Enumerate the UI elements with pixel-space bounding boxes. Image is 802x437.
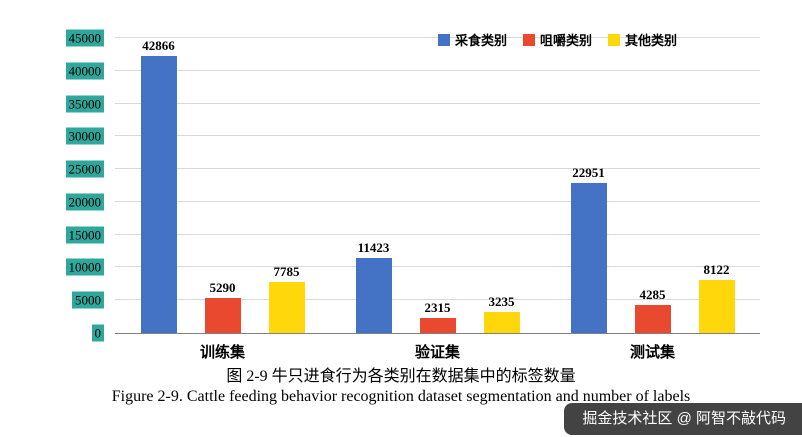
- legend-item: 咀嚼类别: [523, 30, 592, 49]
- bar-value-label: 8122: [703, 261, 730, 277]
- bar-group-验证集: 11423 2315 3235: [330, 38, 545, 333]
- legend-swatch: [523, 33, 536, 46]
- bar-item: 42866: [140, 38, 177, 333]
- bar-采食类别: [140, 56, 177, 333]
- bar-group-测试集: 22951 4285 8122: [545, 38, 760, 333]
- y-tick-label: 5000: [72, 291, 104, 309]
- y-axis: 0 5000 10000 15000 20000 25000 30000 35000 40000…: [0, 29, 110, 342]
- bar-咀嚼类别: [634, 304, 671, 333]
- y-tick-label: 20000: [65, 193, 104, 211]
- bar-value-label: 42866: [142, 38, 175, 53]
- gridline: [115, 233, 760, 235]
- y-tick-label: 15000: [65, 226, 104, 244]
- bar-item: 3235: [483, 38, 520, 333]
- bar-其他类别: [698, 279, 735, 333]
- plot-area: 42866 5290 7785 11423 2315 3235 22951 4285 8122: [115, 37, 760, 334]
- bar-value-label: 5290: [209, 280, 236, 296]
- y-tick-label: 45000: [65, 29, 104, 47]
- bar-item: 2315: [419, 38, 456, 333]
- bar-item: 5290: [204, 38, 241, 333]
- x-axis-labels: 训练集 验证集 测试集: [115, 341, 760, 362]
- bar-其他类别: [483, 311, 520, 333]
- bar-value-label: 11423: [357, 240, 390, 256]
- gridline: [115, 102, 760, 104]
- bar-咀嚼类别: [204, 298, 241, 333]
- y-tick-label: 40000: [65, 62, 104, 80]
- caption-english: Figure 2-9. Cattle feeding behavior reco…: [111, 388, 691, 405]
- legend-label: 其他类别: [625, 33, 678, 48]
- legend: 采食类别 咀嚼类别 其他类别: [438, 30, 677, 49]
- gridline: [115, 168, 760, 170]
- bar-item: 22951: [570, 38, 607, 333]
- gridline: [115, 69, 760, 71]
- gridline: [115, 266, 760, 268]
- caption-chinese: 图 2-9 牛只进食行为各类别在数据集中的标签数量: [226, 368, 576, 385]
- bar-value-label: 3235: [488, 293, 515, 309]
- y-tick-label: 35000: [65, 95, 104, 113]
- bar-item: 4285: [634, 38, 671, 333]
- bar-groups: 42866 5290 7785 11423 2315 3235 22951 4285 8122: [115, 38, 760, 333]
- legend-label: 咀嚼类别: [540, 33, 593, 48]
- y-tick-label: 10000: [65, 258, 104, 276]
- y-tick-label: 30000: [65, 127, 104, 145]
- bar-item: 11423: [355, 38, 392, 333]
- gridline: [115, 37, 760, 38]
- bar-采食类别: [355, 258, 392, 333]
- bar-咀嚼类别: [419, 317, 456, 333]
- bar-value-label: 2315: [424, 299, 451, 315]
- x-axis-label-训练集: 训练集: [199, 344, 245, 361]
- legend-label: 采食类别: [455, 33, 508, 48]
- legend-swatch: [438, 33, 450, 46]
- gridline: [115, 299, 760, 301]
- bar-item: 8122: [698, 38, 735, 333]
- x-axis-label-验证集: 验证集: [414, 344, 460, 361]
- bar-group-训练集: 42866 5290 7785: [115, 38, 330, 333]
- bar-value-label: 22951: [572, 164, 605, 180]
- legend-swatch: [608, 33, 621, 46]
- bar-其他类别: [268, 281, 305, 333]
- gridline: [115, 200, 760, 202]
- bar-value-label: 7785: [273, 263, 300, 279]
- bar-采食类别: [570, 182, 607, 333]
- legend-item: 采食类别: [438, 30, 507, 49]
- watermark-badge: 掘金技术社区 @ 阿智不敲代码: [564, 403, 802, 435]
- y-tick-label: 0: [91, 324, 104, 342]
- x-axis-label-测试集: 测试集: [629, 344, 675, 361]
- legend-item: 其他类别: [608, 30, 677, 49]
- y-tick-label: 25000: [65, 160, 104, 178]
- bar-value-label: 4285: [639, 286, 666, 302]
- bar-item: 7785: [268, 38, 305, 333]
- gridline: [115, 135, 760, 137]
